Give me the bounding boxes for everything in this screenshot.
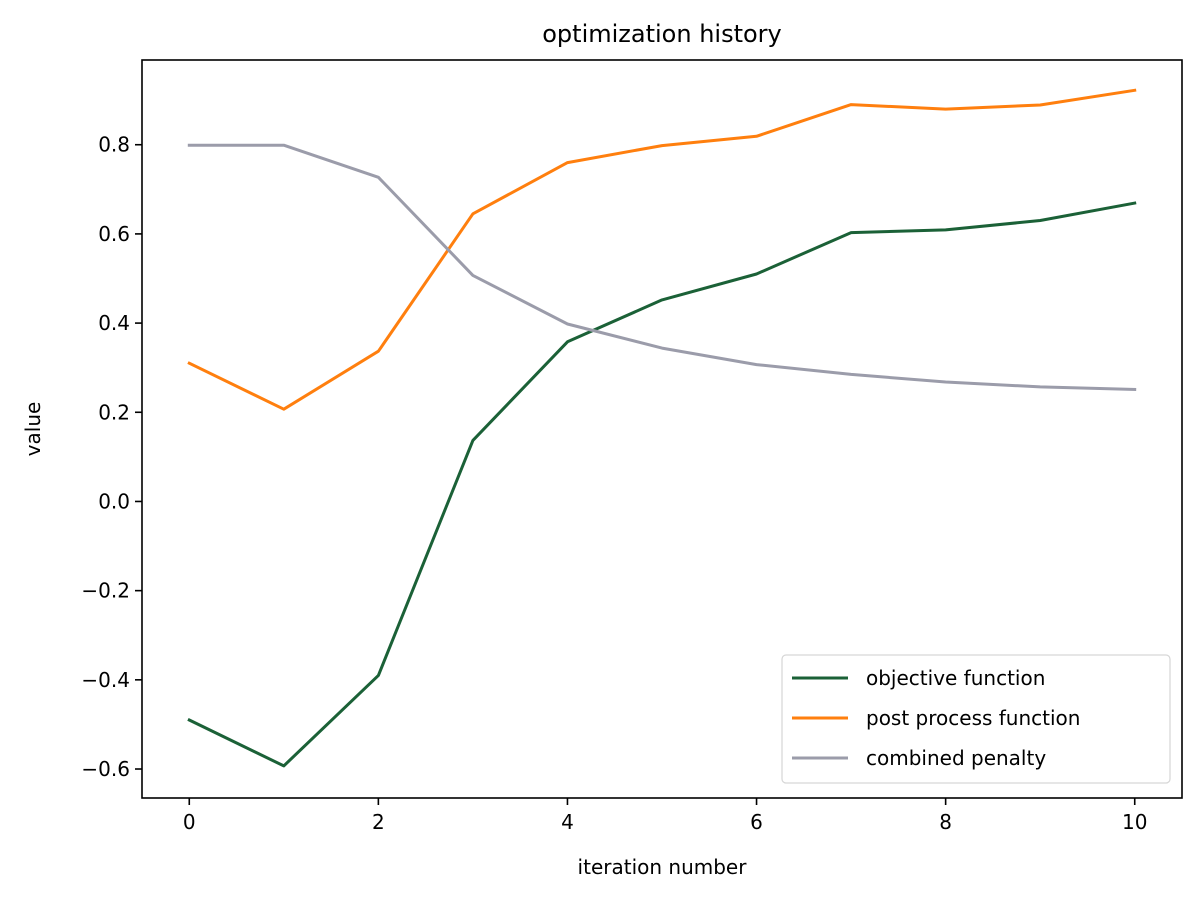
y-tick-label: 0.0 xyxy=(98,489,130,513)
y-tick-label: −0.6 xyxy=(81,757,130,781)
legend-box xyxy=(781,654,1171,784)
x-tick-label: 10 xyxy=(1122,810,1147,834)
legend: objective function post process function c… xyxy=(781,654,1171,784)
x-axis-label: iteration number xyxy=(578,855,748,879)
y-tick-label: 0.6 xyxy=(98,222,130,246)
series-line-2 xyxy=(187,143,1137,392)
y-tick-label: 0.4 xyxy=(98,311,130,335)
y-tick-label: −0.2 xyxy=(81,579,130,603)
y-axis: −0.6 −0.4 −0.2 0.0 0.2 0.4 0.6 0.8 xyxy=(81,133,142,781)
legend-label-0: objective function xyxy=(866,666,1045,690)
y-axis-label: value xyxy=(21,402,45,457)
x-tick-label: 0 xyxy=(183,810,196,834)
chart-title: optimization history xyxy=(542,20,782,48)
x-tick-label: 2 xyxy=(372,810,385,834)
y-tick-label: 0.8 xyxy=(98,133,130,157)
series-lines xyxy=(187,88,1137,768)
series-line-0 xyxy=(187,201,1137,768)
x-axis: 0 2 4 6 8 10 xyxy=(183,798,1147,834)
plot-frame xyxy=(141,59,1183,799)
series-line-1 xyxy=(187,88,1137,411)
x-tick-label: 6 xyxy=(750,810,763,834)
legend-label-2: combined penalty xyxy=(866,746,1046,770)
y-tick-label: −0.4 xyxy=(81,668,130,692)
x-tick-label: 8 xyxy=(939,810,952,834)
y-tick-label: 0.2 xyxy=(98,400,130,424)
x-tick-label: 4 xyxy=(561,810,574,834)
legend-label-1: post process function xyxy=(866,706,1080,730)
